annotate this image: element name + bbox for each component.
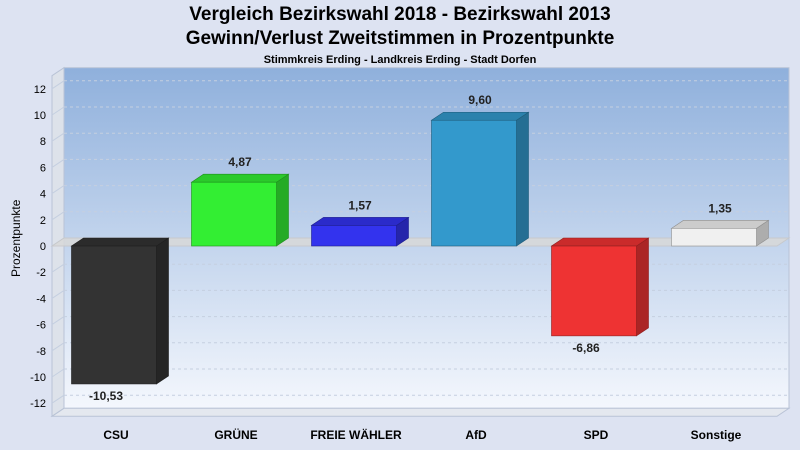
bar-sonstige [670, 219, 770, 247]
y-tick-label: -6 [36, 320, 46, 332]
bar-top [190, 173, 290, 183]
y-tick-label: 6 [40, 162, 46, 174]
bar-front [431, 119, 517, 247]
grid-line-side [51, 106, 65, 116]
bar-side [516, 111, 529, 247]
grid-line-side [51, 211, 65, 221]
y-tick-label: -10 [30, 372, 46, 384]
bar-front [71, 245, 157, 385]
grid-line-side [51, 368, 65, 378]
data-label: 1,57 [348, 198, 372, 212]
bar-freie-w-hler [310, 216, 410, 247]
bar-front [311, 225, 397, 247]
x-tick-label: Sonstige [691, 428, 742, 442]
bar-front [191, 181, 277, 247]
bar-top [670, 220, 770, 229]
x-tick-label: FREIE WÄHLER [310, 427, 402, 442]
data-label: 1,35 [708, 201, 732, 215]
y-tick-label: -12 [30, 398, 46, 410]
bar-top [550, 237, 650, 247]
x-tick-label: SPD [584, 428, 609, 442]
plot-floor [50, 407, 791, 417]
grid-line-side [51, 316, 65, 326]
bar-top [310, 217, 410, 226]
grid-line-side [51, 342, 65, 352]
bar-top [70, 237, 170, 247]
y-tick-label: -2 [36, 267, 46, 279]
bar-gr-ne [190, 173, 290, 247]
grid-line-side [51, 132, 65, 142]
y-tick-label: 4 [40, 189, 46, 201]
data-label: 9,60 [468, 93, 492, 107]
chart-title-line2: Gewinn/Verlust Zweitstimmen in Prozentpu… [185, 28, 615, 49]
grid-line-side [51, 263, 65, 273]
bar-spd [550, 237, 650, 337]
bar-afd [430, 111, 530, 247]
data-label: -6,86 [572, 341, 600, 355]
bar-side [636, 237, 649, 337]
bar-side [156, 237, 169, 385]
x-tick-label: AfD [465, 428, 487, 442]
grid-line-side [51, 158, 65, 168]
y-tick-label: 2 [40, 215, 46, 227]
grid-line-side [51, 394, 65, 404]
grid-line-side [51, 80, 65, 90]
x-tick-label: CSU [103, 428, 128, 442]
grid-line-side [51, 185, 65, 195]
bar-top [430, 111, 530, 121]
bar-front [551, 245, 637, 337]
data-label: 4,87 [228, 155, 252, 169]
bar-csu [70, 237, 170, 385]
y-tick-label: 8 [40, 136, 46, 148]
y-tick-label: -8 [36, 346, 46, 358]
y-tick-label: 10 [34, 110, 46, 122]
y-tick-label: 12 [34, 84, 46, 96]
x-tick-label: GRÜNE [214, 427, 257, 442]
bar-side [276, 173, 289, 247]
bar-front [671, 228, 757, 247]
chart-subtitle: Stimmkreis Erding - Landkreis Erding - S… [263, 54, 537, 66]
data-label: -10,53 [89, 389, 123, 403]
chart-title-line1: Vergleich Bezirkswahl 2018 - Bezirkswahl… [189, 4, 611, 25]
grid-line-side [51, 289, 65, 299]
y-tick-label: 0 [40, 241, 46, 253]
y-tick-label: -4 [36, 293, 46, 305]
